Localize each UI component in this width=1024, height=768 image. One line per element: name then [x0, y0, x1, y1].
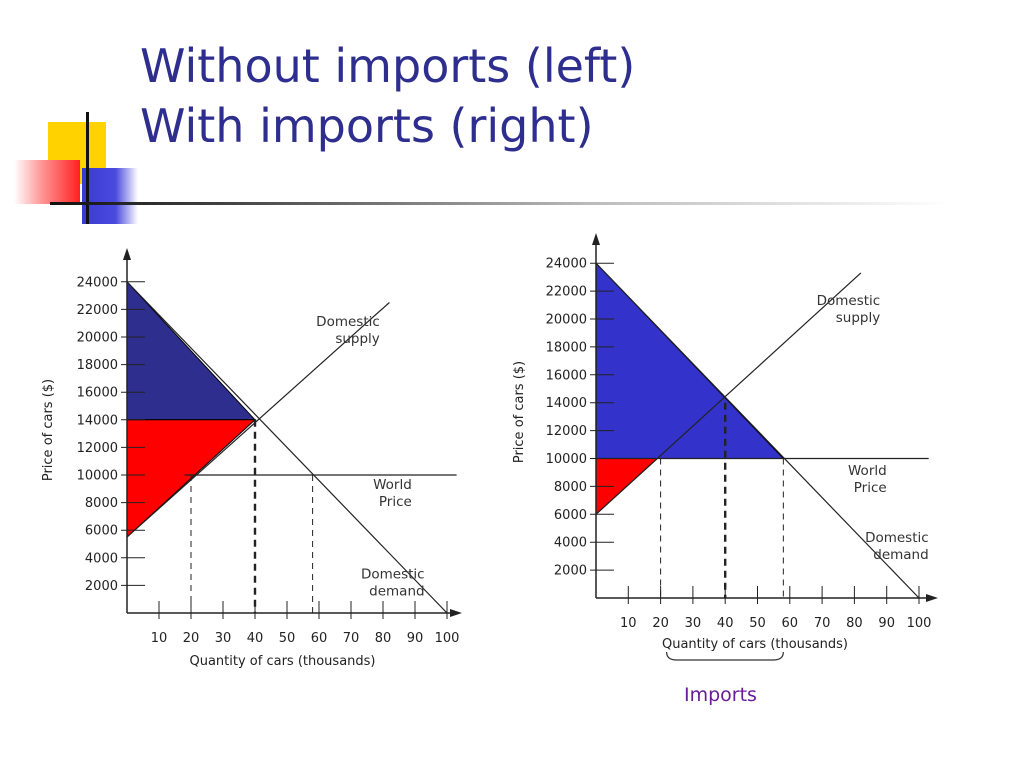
title-line-1: Without imports (left) — [140, 39, 636, 93]
y-axis-arrow — [592, 233, 600, 245]
x-tick-label: 80 — [846, 616, 863, 631]
y-tick-label: 4000 — [85, 551, 118, 566]
y-axis-arrow — [123, 248, 131, 260]
x-tick-label: 60 — [782, 616, 799, 631]
y-tick-label: 24000 — [77, 275, 118, 290]
series-line-domestic-demand — [126, 281, 448, 614]
series-label-domestic-supply: supply — [836, 310, 880, 326]
series-label-domestic-supply: supply — [335, 331, 379, 347]
series-label-world-price: Price — [854, 480, 887, 496]
series-label-world-price: Price — [379, 494, 412, 510]
y-tick-label: 10000 — [77, 469, 118, 484]
y-tick-label: 18000 — [77, 358, 118, 373]
series-label-world-price: World — [373, 477, 412, 493]
y-axis-label: Price of cars ($) — [41, 379, 56, 481]
y-tick-label: 24000 — [546, 257, 587, 272]
x-tick-label: 70 — [343, 631, 360, 646]
y-tick-label: 8000 — [554, 480, 587, 495]
series-label-domestic-supply: Domestic — [316, 314, 380, 330]
y-tick-label: 20000 — [77, 331, 118, 346]
deco-vertical-line — [86, 112, 89, 224]
x-tick-label: 10 — [620, 616, 637, 631]
title-line-2: With imports (right) — [140, 99, 594, 153]
imports-bracket — [666, 651, 784, 661]
series-line-domestic-supply — [595, 272, 862, 515]
x-axis-label: Quantity of cars (thousands) — [189, 654, 375, 669]
y-tick-label: 22000 — [546, 285, 587, 300]
y-tick-label: 22000 — [77, 303, 118, 318]
y-tick-label: 14000 — [77, 413, 118, 428]
y-tick-label: 6000 — [554, 508, 587, 523]
y-tick-label: 10000 — [546, 452, 587, 467]
x-tick-label: 40 — [247, 631, 264, 646]
x-tick-label: 100 — [907, 616, 932, 631]
y-axis-label: Price of cars ($) — [512, 361, 527, 463]
x-tick-label: 70 — [814, 616, 831, 631]
y-tick-label: 14000 — [546, 396, 587, 411]
y-tick-label: 6000 — [85, 524, 118, 539]
x-axis-arrow — [450, 609, 462, 617]
y-tick-label: 4000 — [554, 536, 587, 551]
x-tick-label: 90 — [407, 631, 424, 646]
y-tick-label: 16000 — [546, 368, 587, 383]
y-tick-label: 8000 — [85, 496, 118, 511]
y-tick-label: 18000 — [546, 340, 587, 355]
y-tick-label: 12000 — [77, 441, 118, 456]
y-tick-label: 2000 — [554, 564, 587, 579]
x-tick-label: 40 — [717, 616, 734, 631]
y-tick-label: 12000 — [546, 424, 587, 439]
series-label-domestic-demand: demand — [369, 584, 424, 600]
series-line-domestic-demand — [595, 262, 920, 599]
y-tick-label: 20000 — [546, 313, 587, 328]
x-tick-label: 30 — [685, 616, 702, 631]
page-title: Without imports (left) With imports (rig… — [140, 36, 635, 156]
x-tick-label: 20 — [183, 631, 200, 646]
y-tick-label: 16000 — [77, 386, 118, 401]
x-tick-label: 100 — [435, 631, 460, 646]
x-tick-label: 80 — [375, 631, 392, 646]
series-label-world-price: World — [848, 463, 887, 479]
deco-blue-square — [82, 168, 138, 224]
x-tick-label: 90 — [878, 616, 895, 631]
x-axis-label: Quantity of cars (thousands) — [662, 637, 848, 652]
series-label-domestic-demand: demand — [873, 547, 928, 563]
x-tick-label: 50 — [749, 616, 766, 631]
x-tick-label: 60 — [311, 631, 328, 646]
series-label-domestic-demand: Domestic — [865, 530, 929, 546]
deco-red-square — [14, 160, 80, 204]
y-tick-label: 2000 — [85, 579, 118, 594]
x-axis-arrow — [926, 594, 938, 602]
imports-label: Imports — [684, 684, 757, 706]
series-label-domestic-supply: Domestic — [817, 293, 881, 309]
deco-horizontal-line — [50, 202, 950, 205]
series-label-domestic-demand: Domestic — [361, 567, 425, 583]
x-tick-label: 50 — [279, 631, 296, 646]
x-tick-label: 30 — [215, 631, 232, 646]
x-tick-label: 10 — [151, 631, 168, 646]
x-tick-label: 20 — [652, 616, 669, 631]
series-line-domestic-supply — [126, 302, 390, 538]
